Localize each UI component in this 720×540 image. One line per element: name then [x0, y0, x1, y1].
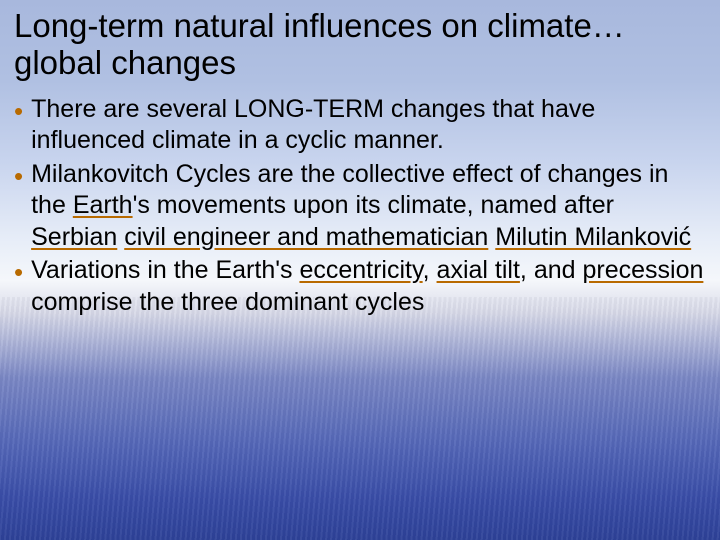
link-milutin-milankovic[interactable]: Milutin Milanković [495, 223, 691, 251]
bullet-dot-icon: • [14, 259, 23, 285]
link-serbian[interactable]: Serbian [31, 223, 117, 251]
slide-body: • There are several LONG-TERM changes th… [14, 94, 706, 319]
bullet-item: • Variations in the Earth's eccentricity… [14, 255, 706, 318]
link-earth[interactable]: Earth [73, 191, 133, 219]
bullet-text: There are several LONG-TERM changes that… [31, 94, 706, 157]
text-run: , and [520, 256, 583, 284]
link-civil-engineer-mathematician[interactable]: civil engineer and mathematician [124, 223, 488, 251]
slide-title: Long-term natural influences on climate…… [14, 8, 706, 82]
text-run: There are several LONG-TERM changes that… [31, 95, 595, 155]
text-run: Variations in the Earth's [31, 256, 299, 284]
bullet-item: • There are several LONG-TERM changes th… [14, 94, 706, 157]
link-precession[interactable]: precession [582, 256, 703, 284]
text-run: , [423, 256, 437, 284]
bullet-text: Milankovitch Cycles are the collective e… [31, 159, 706, 254]
slide: Long-term natural influences on climate…… [0, 0, 720, 540]
bullet-text: Variations in the Earth's eccentricity , … [31, 255, 706, 318]
link-eccentricity[interactable]: eccentricity [299, 256, 422, 284]
text-run: 's movements upon its climate, named aft… [133, 191, 614, 219]
link-axial-tilt[interactable]: axial tilt [437, 256, 520, 284]
bullet-item: • Milankovitch Cycles are the collective… [14, 159, 706, 254]
bullet-dot-icon: • [14, 98, 23, 124]
bullet-dot-icon: • [14, 163, 23, 189]
text-run: comprise the three dominant cycles [31, 288, 424, 316]
